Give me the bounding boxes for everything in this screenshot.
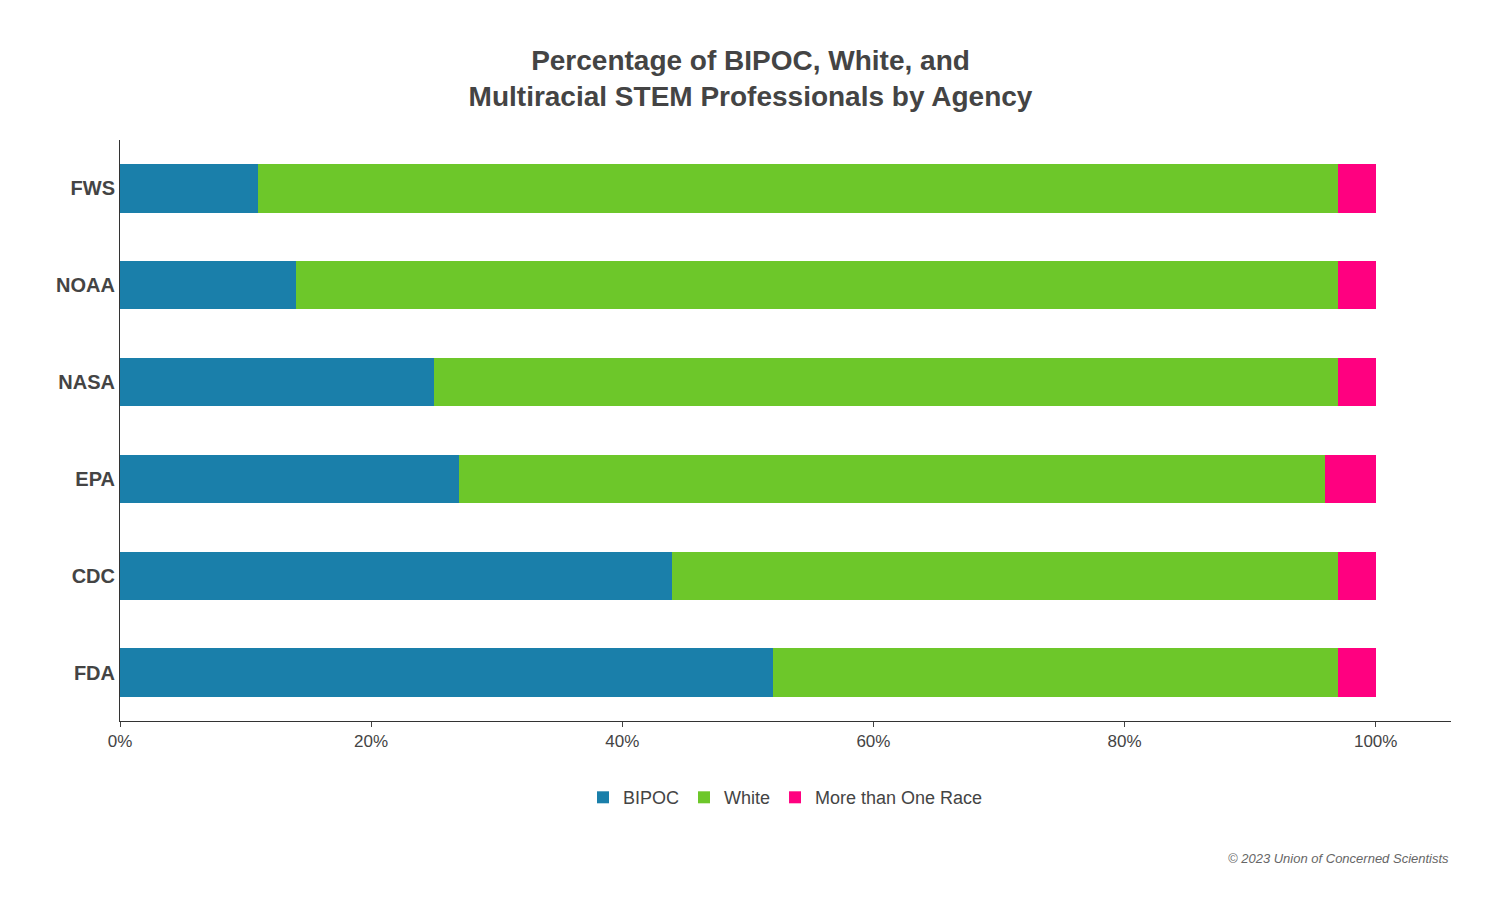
svg-text:FDA: FDA xyxy=(74,662,115,684)
svg-text:40%: 40% xyxy=(605,732,639,751)
svg-text:White: White xyxy=(724,788,770,808)
svg-text:0%: 0% xyxy=(108,732,133,751)
svg-text:Percentage of BIPOC, White, an: Percentage of BIPOC, White, andMultiraci… xyxy=(469,45,1033,112)
svg-text:NASA: NASA xyxy=(58,371,115,393)
svg-text:60%: 60% xyxy=(856,732,890,751)
svg-text:NOAA: NOAA xyxy=(56,274,115,296)
svg-text:CDC: CDC xyxy=(72,565,115,587)
svg-text:80%: 80% xyxy=(1108,732,1142,751)
svg-text:FWS: FWS xyxy=(71,177,115,199)
svg-text:100%: 100% xyxy=(1354,732,1397,751)
svg-text:© 2023 Union of Concerned Scie: © 2023 Union of Concerned Scientists xyxy=(1228,851,1449,866)
svg-text:20%: 20% xyxy=(354,732,388,751)
svg-text:BIPOC: BIPOC xyxy=(623,788,679,808)
svg-text:More than One Race: More than One Race xyxy=(815,788,982,808)
svg-text:EPA: EPA xyxy=(75,468,115,490)
